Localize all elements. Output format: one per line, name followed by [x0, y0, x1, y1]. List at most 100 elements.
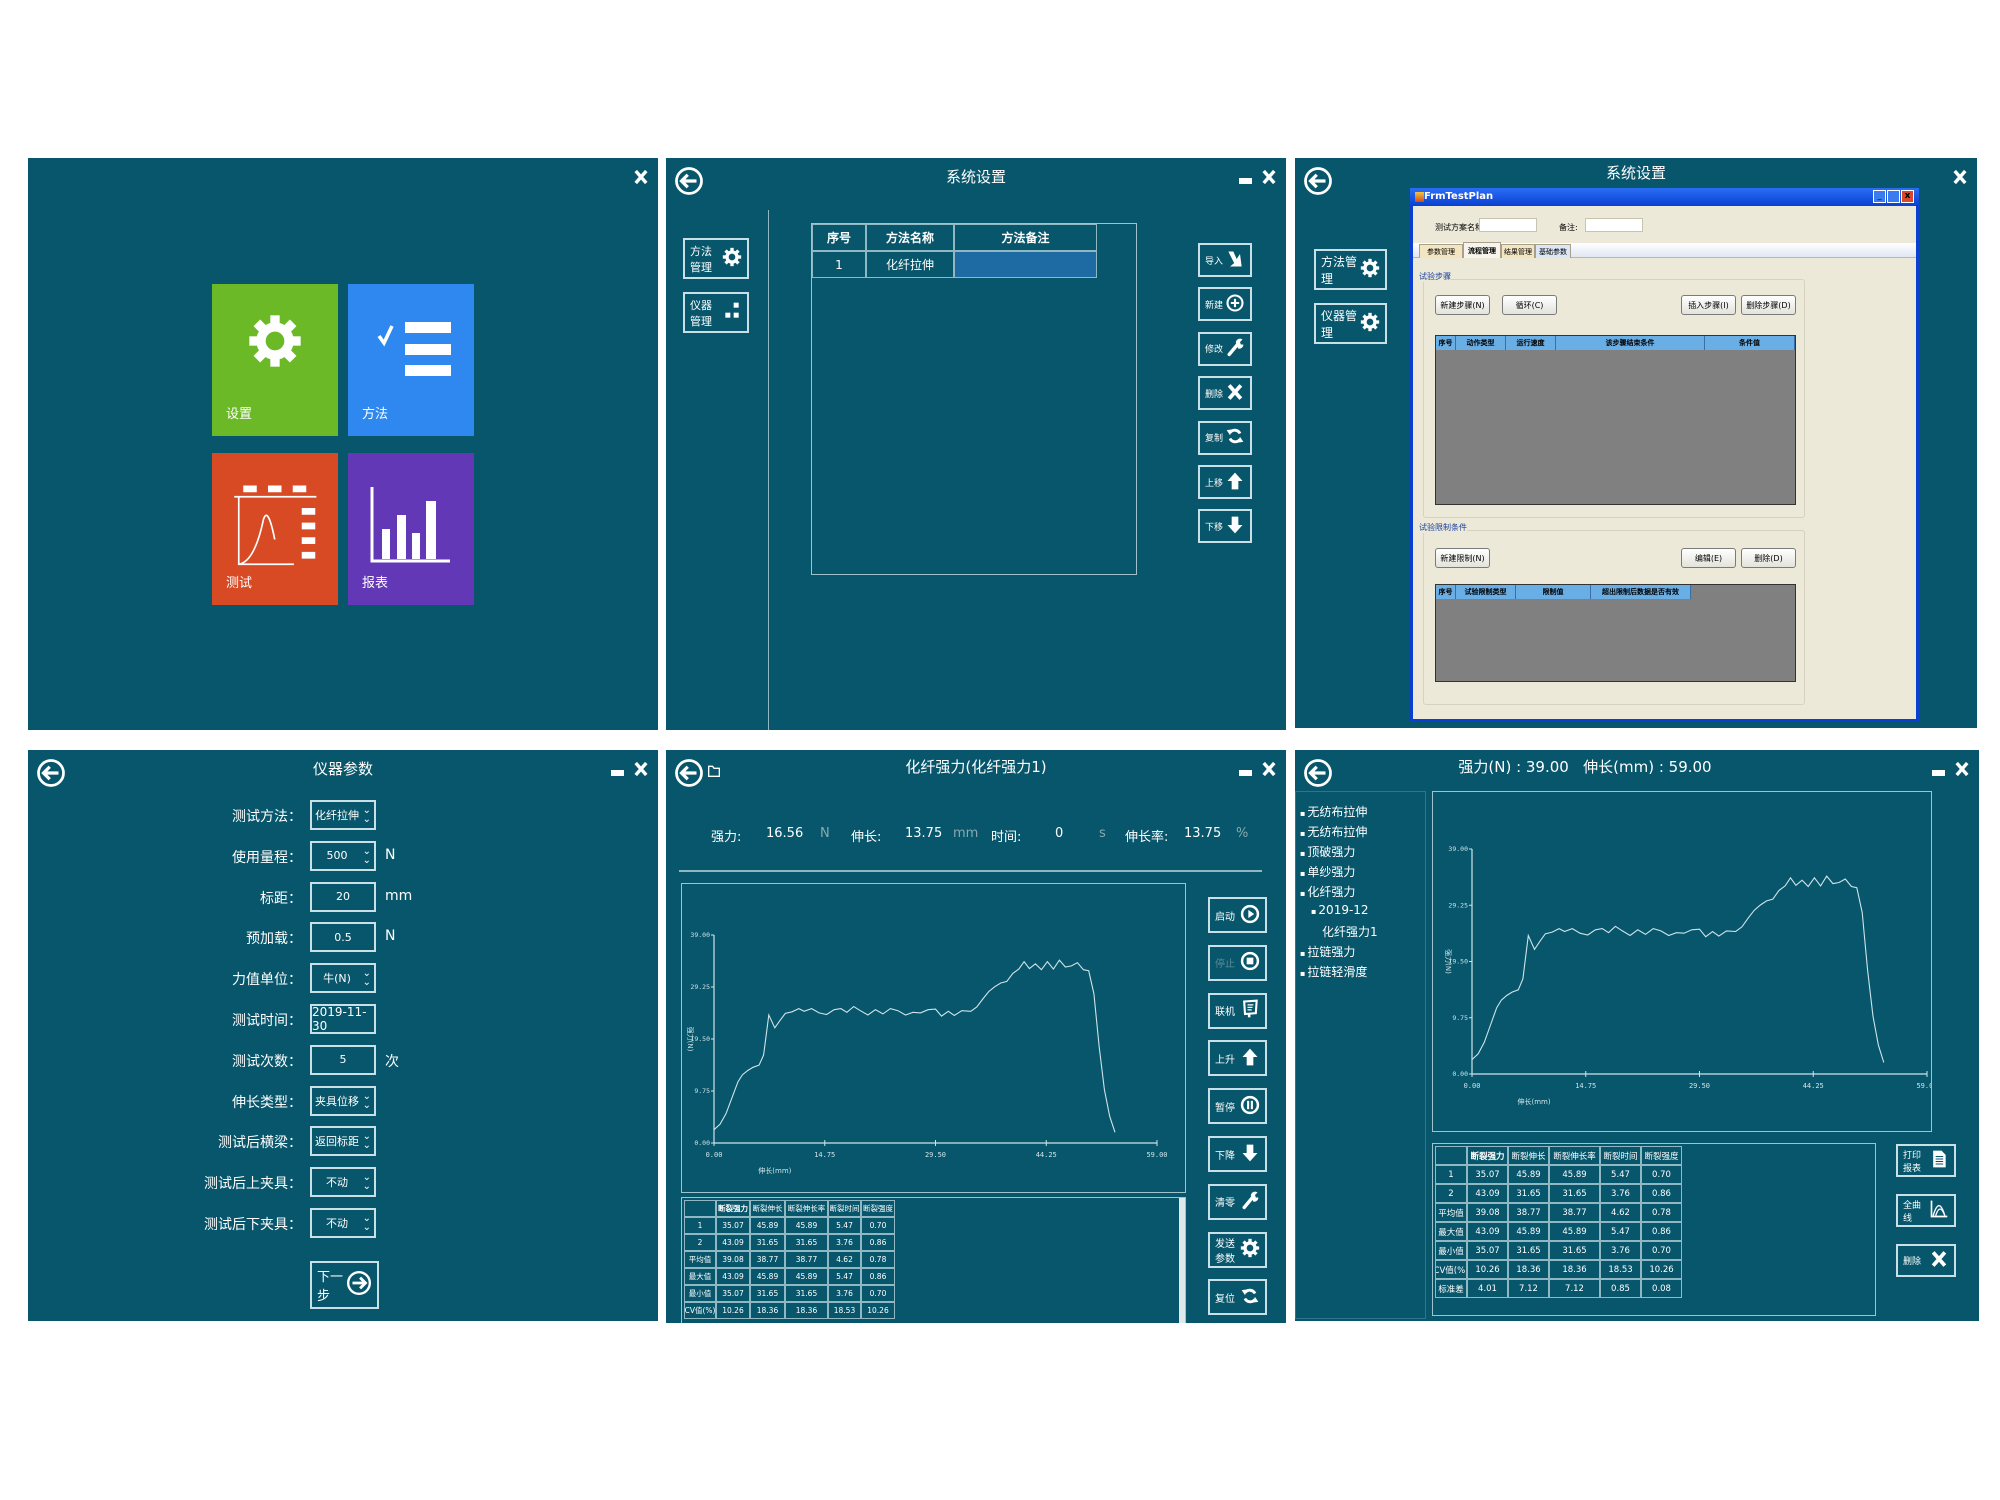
remark-input[interactable]	[1585, 218, 1643, 232]
tile-report[interactable]: 报表	[348, 453, 474, 605]
close-icon[interactable]	[1953, 760, 1971, 778]
field-input[interactable]: 5	[310, 1044, 376, 1075]
x-tick-label: 44.25	[1803, 1082, 1824, 1090]
steps-group	[1423, 279, 1805, 518]
scrollbar[interactable]	[1179, 1198, 1185, 1323]
tree-item[interactable]: ▪ 化纤强力	[1300, 883, 1355, 900]
action-button-5[interactable]: 下降	[1208, 1136, 1267, 1172]
button-label: 上移	[1205, 478, 1224, 489]
side-button-instrument[interactable]: 仪器管理	[683, 292, 749, 333]
table-cell[interactable]: 化纤拉伸	[866, 251, 954, 278]
side-button-method[interactable]: 方法管理	[1314, 249, 1387, 290]
limits-button-1[interactable]: 编辑(E)	[1681, 548, 1736, 568]
action-button-1[interactable]: 全曲线	[1896, 1194, 1956, 1227]
tree-item[interactable]: ▪ 无纺布拉伸	[1300, 823, 1367, 840]
action-button-6[interactable]: 清零	[1208, 1183, 1267, 1220]
tile-method[interactable]: 方法	[348, 284, 474, 436]
action-button-2[interactable]: 删除	[1896, 1244, 1956, 1277]
tree-item[interactable]: ▪ 2019-12	[1311, 903, 1369, 917]
chevron-down-icon: ⌄ ⌄	[362, 1172, 371, 1193]
field-input[interactable]: 0.5	[310, 922, 376, 953]
tile-settings[interactable]: 设置	[212, 284, 338, 436]
tree-item[interactable]: ▪ 拉链轻滑度	[1300, 963, 1367, 980]
button-label: 停止	[1215, 959, 1235, 971]
field-dropdown[interactable]: 不动 ⌄ ⌄	[310, 1208, 376, 1238]
field-dropdown[interactable]: 牛(N) ⌄ ⌄	[310, 963, 376, 994]
limits-button-0[interactable]: 新建限制(N)	[1435, 548, 1490, 568]
table-cell[interactable]	[954, 251, 1097, 278]
button-label: 修改	[1205, 345, 1224, 356]
action-button-5[interactable]: 上移	[1198, 465, 1252, 499]
close-icon[interactable]	[1260, 168, 1278, 186]
action-button-1[interactable]: 停止	[1208, 944, 1267, 981]
back-icon[interactable]	[1303, 758, 1333, 788]
limits-button-2[interactable]: 删除(D)	[1741, 548, 1796, 568]
table-cell[interactable]: 1	[812, 251, 866, 278]
steps-button-1[interactable]: 循环(C)	[1502, 295, 1557, 315]
field-dropdown[interactable]: 夹具位移 ⌄ ⌄	[310, 1085, 376, 1116]
action-button-4[interactable]: 复制	[1198, 420, 1252, 455]
action-button-3[interactable]: 删除	[1198, 376, 1252, 411]
side-button-instrument[interactable]: 仪器管理	[1314, 303, 1387, 344]
back-icon[interactable]	[1303, 166, 1333, 196]
steps-button-3[interactable]: 删除步骤(D)	[1741, 295, 1796, 315]
chart-svg: 0.00 14.75 29.50 44.25 59.00 0.00 9.75 19.50 29.…	[1444, 845, 1931, 1106]
minimize-icon[interactable]	[611, 770, 624, 776]
dialog-minimize-button[interactable]: _	[1873, 190, 1886, 203]
tree-item[interactable]: ▪ 单纱强力	[1300, 863, 1355, 880]
tab-2[interactable]: 结果管理	[1501, 244, 1535, 258]
action-button-7[interactable]: 发送参数	[1208, 1231, 1267, 1268]
action-button-6[interactable]: 下移	[1198, 509, 1252, 544]
field-value: 返回标距	[315, 1135, 359, 1149]
tile-test[interactable]: 测试	[212, 453, 338, 605]
back-icon[interactable]	[674, 166, 704, 196]
action-button-0[interactable]: 打印报表	[1896, 1144, 1956, 1177]
close-icon[interactable]	[1260, 760, 1278, 778]
dialog-close-button[interactable]: x	[1901, 190, 1914, 203]
side-button-method[interactable]: 方法管理	[683, 238, 749, 279]
folder-icon[interactable]	[706, 762, 722, 780]
field-input[interactable]: 2019-11-30	[310, 1004, 376, 1034]
plan-name-input[interactable]	[1479, 218, 1537, 232]
action-button-1[interactable]: 新建	[1198, 287, 1252, 322]
action-button-3[interactable]: 上升	[1208, 1040, 1267, 1077]
tree-item[interactable]: ▪ 无纺布拉伸	[1300, 803, 1367, 820]
next-step-button[interactable]: 下一步	[310, 1261, 379, 1309]
field-dropdown[interactable]: 不动 ⌄ ⌄	[310, 1167, 376, 1198]
action-button-4[interactable]: 暂停	[1208, 1088, 1267, 1125]
minimize-icon[interactable]	[1239, 178, 1252, 184]
table-cell: 45.89	[1508, 1222, 1549, 1241]
close-icon[interactable]	[632, 168, 650, 186]
action-button-0[interactable]: 导入	[1198, 243, 1252, 277]
action-button-2[interactable]: 修改	[1198, 331, 1252, 366]
field-input[interactable]: 20	[310, 881, 376, 912]
tree-item[interactable]: ▪ 顶破强力	[1300, 843, 1355, 860]
bullet-icon: ▪	[1311, 907, 1317, 916]
back-icon[interactable]	[674, 758, 704, 788]
minimize-icon[interactable]	[1239, 770, 1252, 776]
steps-button-0[interactable]: 新建步骤(N)	[1435, 295, 1490, 315]
field-dropdown[interactable]: 返回标距 ⌄ ⌄	[310, 1126, 376, 1157]
field-dropdown[interactable]: 化纤拉伸 ⌄ ⌄	[310, 800, 376, 830]
table-cell: 0.86	[861, 1234, 895, 1251]
tab-3[interactable]: 基础参数	[1535, 244, 1571, 258]
action-button-0[interactable]: 启动	[1208, 897, 1267, 933]
minimize-icon[interactable]	[1932, 770, 1945, 776]
tab-0[interactable]: 参数管理	[1419, 244, 1463, 258]
action-button-8[interactable]: 复位	[1208, 1279, 1267, 1316]
table-cell: 0.70	[1641, 1241, 1682, 1260]
action-button-2[interactable]: 联机	[1208, 992, 1267, 1029]
button-label: 导入	[1205, 256, 1224, 267]
bullet-icon: ▪	[1300, 829, 1306, 838]
steps-button-2[interactable]: 插入步骤(I)	[1681, 295, 1736, 315]
plus-circle-icon	[1225, 293, 1245, 316]
close-icon[interactable]	[1951, 168, 1969, 186]
close-icon[interactable]	[632, 760, 650, 778]
dialog-maximize-button[interactable]	[1887, 190, 1900, 203]
field-dropdown[interactable]: 500 ⌄ ⌄	[310, 840, 376, 871]
x-axis-label: 伸长(mm)	[1518, 1097, 1551, 1106]
tree-item[interactable]: ▪ 拉链强力	[1300, 943, 1355, 960]
tab-1[interactable]: 流程管理	[1463, 242, 1501, 258]
tree-item[interactable]: 化纤强力1	[1322, 923, 1378, 940]
back-icon[interactable]	[36, 758, 66, 788]
